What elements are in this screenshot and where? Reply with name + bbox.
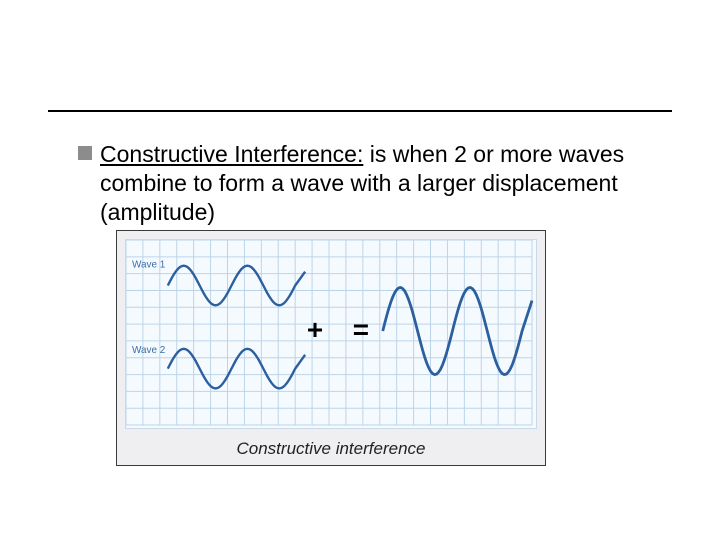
slide: Constructive Interference: is when 2 or … — [0, 0, 720, 540]
equals-symbol: = — [353, 314, 369, 345]
wave-diagram: Wave 1 Wave 2 + = — [126, 240, 536, 428]
wave-1-path — [168, 266, 305, 306]
definition-term: Constructive Interference: — [100, 141, 363, 167]
bullet-row: Constructive Interference: is when 2 or … — [78, 140, 660, 226]
wave-2-label: Wave 2 — [132, 345, 166, 356]
figure-caption: Constructive interference — [117, 439, 545, 459]
square-bullet-icon — [78, 146, 92, 160]
wave-1-label: Wave 1 — [132, 260, 166, 271]
horizontal-rule — [48, 110, 672, 112]
figure-container: Wave 1 Wave 2 + = Constructive interfere… — [116, 230, 546, 466]
wave-result-path — [383, 287, 532, 374]
plus-symbol: + — [307, 314, 323, 345]
bullet-block: Constructive Interference: is when 2 or … — [78, 140, 660, 226]
figure-plot-area: Wave 1 Wave 2 + = — [125, 239, 537, 429]
wave-2-path — [168, 349, 305, 389]
bullet-text: Constructive Interference: is when 2 or … — [100, 140, 660, 226]
